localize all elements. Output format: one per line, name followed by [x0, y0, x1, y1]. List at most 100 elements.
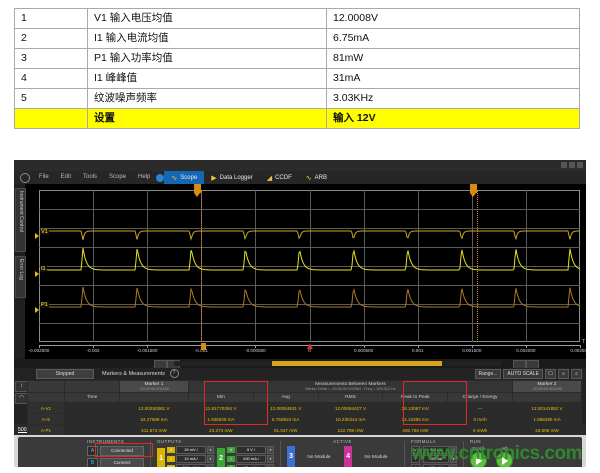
waveform-display-area[interactable]: Instrument Control Error Log: [14, 184, 586, 359]
marker-2-title: Marker 2: [537, 382, 557, 387]
run-arb[interactable]: Arb: [496, 446, 513, 467]
measurement-cell: [64, 402, 120, 414]
zoom-fit-icon[interactable]: ☐: [545, 369, 556, 379]
tab-ccdf[interactable]: ◢ CCDF: [260, 171, 299, 184]
minimize-icon[interactable]: [561, 162, 567, 168]
run-section: RUN Scope Arb: [466, 437, 517, 467]
side-tab-error-log[interactable]: Error Log: [15, 256, 26, 298]
side-tab-instrument-control[interactable]: Instrument Control: [15, 188, 26, 252]
x-axis-tick-label: -0.000500: [245, 348, 266, 353]
marker-1-line[interactable]: [201, 190, 203, 342]
run-header: RUN: [470, 439, 482, 444]
brightness-icon[interactable]: [20, 172, 30, 183]
tab-arb[interactable]: ∿ ARB: [299, 171, 334, 184]
channel-setting-value[interactable]: 10 mA /: [176, 455, 207, 463]
formula-value[interactable]: 900 µV: [423, 446, 449, 454]
x-axis-tick-label: 0.002500: [570, 348, 586, 353]
tab-scope[interactable]: ∿ Scope: [164, 171, 205, 184]
channel-setting-value[interactable]: 15 mV /: [176, 446, 207, 454]
marker-range-bar[interactable]: [14, 359, 586, 369]
run-arb-play-icon[interactable]: [496, 452, 513, 467]
scope-plot[interactable]: V1 I1 P1: [35, 184, 580, 342]
channel-setting-value[interactable]: 45 mW /: [236, 464, 267, 467]
gridline-h: [39, 323, 580, 324]
channel-setting-value[interactable]: 500 mW /: [176, 464, 207, 467]
measurement-cell: 23.274 mW: [188, 424, 254, 436]
spec-table: 1 V1 输入电压均值 12.0008V 2 I1 输入电流均值 6.75mA 3 P1 输入…: [14, 8, 580, 129]
instrument-b-status[interactable]: Connect: [100, 458, 145, 467]
trigger-marker-1[interactable]: [193, 184, 201, 197]
marker-2-flag[interactable]: [306, 343, 313, 349]
trace-v1: [39, 230, 580, 241]
menu-item-tools[interactable]: Tools: [83, 174, 98, 180]
run-scope[interactable]: Scope: [470, 446, 487, 467]
formula-stepper[interactable]: ▾: [450, 455, 457, 463]
stopped-button[interactable]: Stopped: [36, 368, 94, 379]
cell-parameter: I1 峰峰值: [87, 68, 327, 89]
trigger-marker-2[interactable]: [469, 184, 477, 197]
measurement-cell: 12.00250081 V: [119, 402, 189, 414]
range-buttons: Range... AUTO SCALE ☐ ⌕ ⌕: [474, 369, 582, 379]
tab-data-logger[interactable]: ▶ Data Logger: [204, 171, 259, 184]
channel-setting-stepper[interactable]: ▾: [207, 464, 215, 467]
tab-ccdf-label: CCDF: [275, 174, 292, 181]
x-axis: T -0.002500 -0.002 -0.001500 -0.001 -0.00050…: [29, 339, 586, 359]
table-row: 5 纹波噪声频率 3.03KHz: [14, 88, 580, 109]
channel-settings-rows: V15 mV /▾I10 mA /▾P500 mW /▾: [167, 446, 215, 467]
help-icon[interactable]: ?: [169, 369, 179, 378]
zoom-out-icon[interactable]: ⌕: [571, 369, 582, 379]
formula-row: I/900 mA ▾: [411, 455, 457, 463]
channel-setting-stepper[interactable]: ▾: [207, 446, 215, 454]
tab-scope-label: Scope: [180, 174, 198, 181]
measurement-cell: 12.00084427 V: [317, 402, 384, 414]
range-button[interactable]: Range...: [474, 369, 502, 379]
marker-2-line[interactable]: [477, 190, 479, 342]
table-row: 3 P1 输入功率均值 81mW: [14, 48, 580, 69]
x-axis-ticks: T -0.002500 -0.002 -0.001500 -0.001 -0.00050…: [29, 339, 586, 359]
x-axis-tick-label: 0: [308, 348, 311, 353]
measurement-row: A-P1 411.573 mW 23.274 mW 81.047 mW 122.798 …: [27, 424, 582, 436]
menu-item-scope[interactable]: Scope: [109, 174, 127, 180]
menu-item-help[interactable]: Help: [138, 174, 151, 180]
measurement-cell: 411.573 mW: [119, 424, 189, 436]
zoom-in-icon[interactable]: ⌕: [558, 369, 569, 379]
formula-stepper[interactable]: ▾: [450, 446, 457, 454]
menu-item-edit[interactable]: Edit: [60, 174, 72, 180]
close-icon[interactable]: [577, 162, 583, 168]
gridline-h: [39, 266, 580, 267]
window-controls[interactable]: [561, 162, 583, 168]
channel-setting-stepper[interactable]: ▾: [267, 446, 275, 454]
instrument-b-row[interactable]: B Connect: [87, 458, 145, 467]
column-header: Min: [188, 392, 254, 403]
x-axis-tick: [580, 345, 581, 348]
measurements-title: Markers & Measurements ?: [102, 369, 179, 378]
instrument-a-key: A: [87, 446, 99, 456]
channel-marker-p1[interactable]: [35, 307, 39, 314]
marker-range-fill[interactable]: [272, 361, 443, 366]
formula-value[interactable]: 900 mA: [423, 455, 449, 463]
measurements-table: Marker 1 -00:00:00:001499 Measurements Bet…: [27, 380, 582, 436]
channel-setting-stepper[interactable]: ▾: [267, 464, 275, 467]
marker-1-flag[interactable]: [201, 343, 207, 350]
run-scope-play-icon[interactable]: [470, 452, 487, 467]
channel-setting-value[interactable]: 5 V /: [236, 446, 267, 454]
cell-parameter: I1 输入电流均值: [87, 28, 327, 49]
channel-setting-stepper[interactable]: ▾: [267, 455, 275, 463]
maximize-icon[interactable]: [569, 162, 575, 168]
auto-scale-button[interactable]: AUTO SCALE: [503, 369, 543, 379]
menu-bar: File Edit Tools Scope Help ∿ Scope ▶ Dat…: [14, 171, 586, 184]
menu-item-file[interactable]: File: [39, 174, 49, 180]
corner-cell: [27, 380, 65, 393]
channel-marker-i1[interactable]: [35, 270, 39, 277]
channel-setting-stepper[interactable]: ▾: [207, 455, 215, 463]
marker-2-sub: -00:00:00:001499: [532, 387, 562, 391]
instrument-a-status[interactable]: Connected: [100, 446, 145, 456]
cell-value: 6.75mA: [326, 28, 580, 49]
x-axis-unit-label: T: [581, 339, 585, 345]
channel-setting-value[interactable]: 200 mA /: [236, 455, 267, 463]
instrument-a-row[interactable]: A Connected: [87, 446, 145, 456]
measurement-cell: 0 mAh: [447, 413, 513, 425]
formula-row: V/900 µV ▾: [411, 446, 457, 454]
channel-marker-v1[interactable]: [35, 233, 39, 240]
marker-track[interactable]: [174, 361, 501, 366]
